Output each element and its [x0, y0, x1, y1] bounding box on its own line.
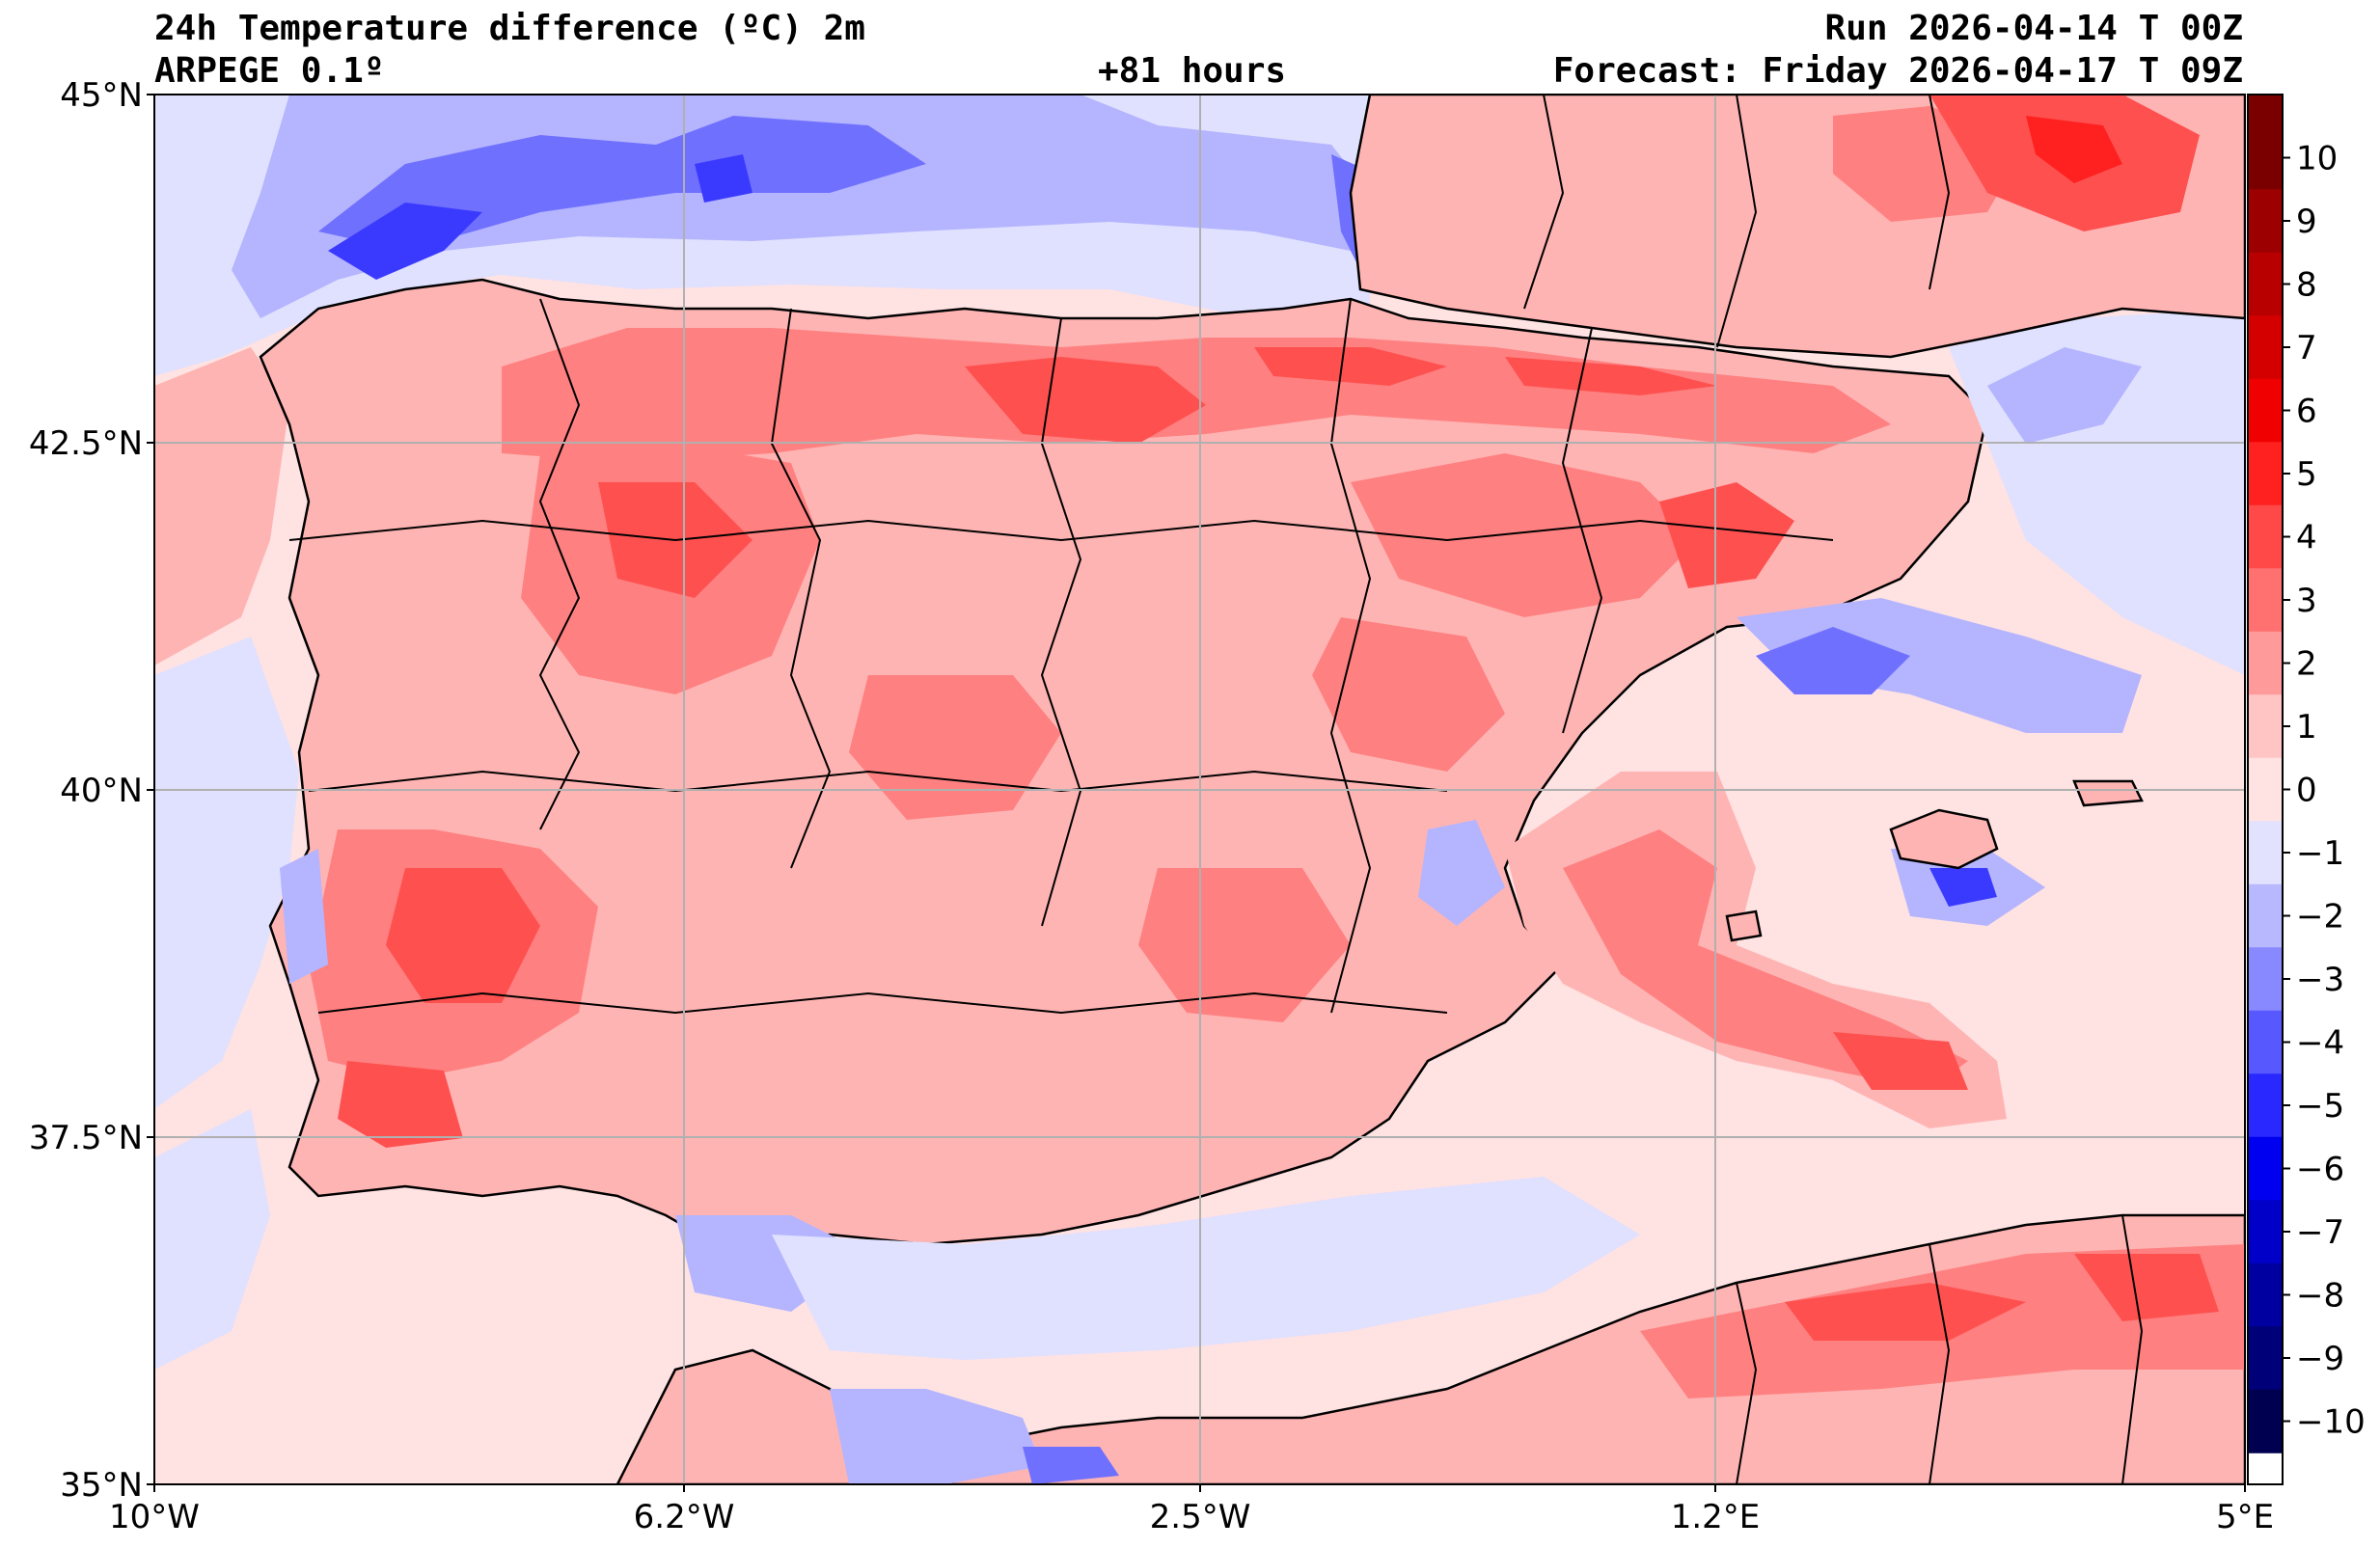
colorbar-segment	[2248, 821, 2283, 885]
lat-label: 45°N	[60, 76, 143, 115]
colorbar-label: 1	[2296, 708, 2317, 747]
lat-label: 42.5°N	[29, 424, 143, 463]
run-label: Run 2026-04-14 T 00Z	[1824, 9, 2243, 48]
colorbar-segment	[2248, 504, 2283, 569]
lon-label: 5°E	[2216, 1498, 2274, 1536]
colorbar-segment	[2248, 1263, 2283, 1327]
colorbar-segment	[2248, 378, 2283, 443]
lon-label: 10°W	[109, 1498, 200, 1536]
colorbar-segment	[2248, 694, 2283, 759]
colorbar-segment	[2248, 442, 2283, 506]
colorbar-label: −10	[2296, 1403, 2366, 1442]
colorbar-label: 10	[2296, 140, 2338, 178]
map-title: 24h Temperature difference (ºC) 2m	[154, 9, 865, 48]
colorbar-segment	[2248, 757, 2283, 822]
colorbar-segment	[2248, 1010, 2283, 1074]
colorbar-segment	[2248, 568, 2283, 633]
colorbar-segment	[2248, 1136, 2283, 1201]
forecast-time-label: Forecast: Friday 2026-04-17 T 09Z	[1552, 51, 2243, 91]
colorbar-segment	[2248, 315, 2283, 380]
colorbar-label: −1	[2296, 834, 2344, 873]
colorbar-segment	[2248, 947, 2283, 1012]
colorbar-label: 6	[2296, 393, 2317, 431]
colorbar-label: −7	[2296, 1213, 2344, 1252]
colorbar-label: 9	[2296, 203, 2317, 241]
colorbar-label: −2	[2296, 898, 2344, 937]
colorbar-label: 4	[2296, 519, 2317, 557]
region-borders	[288, 95, 2144, 1484]
lat-label: 40°N	[60, 772, 143, 810]
colorbar-segment	[2248, 1200, 2283, 1264]
colorbar-segment	[2248, 125, 2283, 190]
lon-label: 1.2°E	[1671, 1498, 1761, 1536]
colorbar-label: 7	[2296, 329, 2317, 367]
lead-time-label: +81 hours	[1098, 51, 1287, 91]
colorbar-segment	[2248, 189, 2283, 254]
colorbar-segment	[2248, 1073, 2283, 1138]
colorbar-label: −4	[2296, 1024, 2344, 1063]
lat-label: 37.5°N	[29, 1119, 143, 1157]
colorbar-label: 3	[2296, 582, 2317, 620]
graticule	[154, 95, 2245, 1484]
colorbar-label: 2	[2296, 645, 2317, 684]
colorbar-segment	[2248, 631, 2283, 695]
colorbar-label: −9	[2296, 1340, 2344, 1378]
colorbar-label: 8	[2296, 266, 2317, 305]
model-label: ARPEGE 0.1º	[154, 51, 385, 91]
colorbar-label: −5	[2296, 1087, 2344, 1126]
colorbar-segment	[2248, 883, 2283, 948]
lat-label: 35°N	[60, 1466, 143, 1505]
colorbar-segment	[2248, 252, 2283, 316]
colorbar-segment	[2248, 1389, 2283, 1453]
colorbar-segment	[2248, 1326, 2283, 1391]
axis-ticks	[147, 94, 2246, 1492]
field-layer	[154, 95, 2245, 1484]
colorbar-label: −8	[2296, 1277, 2344, 1316]
colorbar-label: −6	[2296, 1151, 2344, 1189]
lon-label: 6.2°W	[634, 1498, 735, 1536]
colorbar-label: 0	[2296, 772, 2317, 810]
colorbar-label: 5	[2296, 455, 2317, 494]
colorbar-label: −3	[2296, 961, 2344, 999]
lon-label: 2.5°W	[1150, 1498, 1251, 1536]
